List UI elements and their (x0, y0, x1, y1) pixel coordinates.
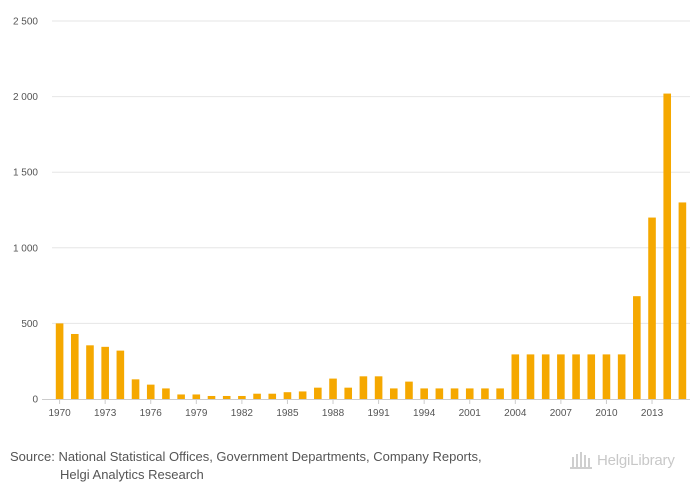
bar-1993 (405, 381, 413, 399)
y-axis-ticks: 0 500 1 000 1 500 2 000 2 500 (13, 17, 38, 406)
x-axis-ticks: 1970 1973 1976 1979 1982 1985 1988 1991 1994 2001… (48, 399, 664, 419)
x-tick-label: 1985 (276, 408, 299, 419)
bar-1974 (116, 350, 125, 399)
x-tick-label: 1988 (322, 408, 345, 419)
x-tick-label: 1973 (94, 408, 117, 419)
bar-1989 (344, 387, 353, 399)
bar-2015 (678, 202, 687, 399)
bar-1985 (283, 392, 292, 399)
x-tick-label: 1982 (231, 408, 254, 419)
bar-2013 (648, 217, 656, 399)
x-tick-label: 2004 (504, 408, 527, 419)
bar-1979 (192, 394, 201, 399)
bar-1978 (177, 394, 185, 399)
source-line-2: Helgi Analytics Research (60, 467, 204, 482)
bar-2014 (663, 93, 672, 400)
bar-2000 (450, 388, 459, 399)
bar-1987 (314, 387, 322, 399)
x-tick-label: 1979 (185, 408, 208, 419)
source-line-1: National Statistical Offices, Government… (58, 449, 482, 464)
bar-2006 (541, 354, 550, 399)
bar-1984 (268, 393, 277, 399)
bar-1981 (222, 395, 231, 399)
bar-1975 (131, 379, 140, 399)
bar-1994 (420, 388, 428, 399)
bar-1992 (389, 388, 398, 399)
y-tick-label: 500 (21, 319, 38, 330)
x-tick-label: 2001 (459, 408, 482, 419)
y-tick-label: 2 000 (13, 92, 38, 103)
x-tick-label: 2013 (641, 408, 664, 419)
bar-1970 (55, 323, 64, 399)
bar-1986 (298, 391, 307, 399)
source-note: Source: National Statistical Offices, Go… (10, 448, 550, 484)
bar-1983 (253, 393, 261, 399)
y-tick-label: 1 500 (13, 168, 38, 179)
bar-2008 (572, 354, 580, 399)
bar-1976 (146, 384, 155, 399)
bar-1995 (435, 388, 444, 399)
logo-text: HelgiLibrary (597, 451, 675, 469)
bar-2001 (465, 388, 474, 399)
helgi-library-logo: HelgiLibrary (568, 448, 692, 472)
y-tick-label: 0 (32, 395, 38, 406)
bar-1982 (238, 395, 246, 399)
bar-1980 (207, 395, 216, 399)
bars (55, 93, 687, 400)
x-tick-label: 1994 (413, 408, 436, 419)
x-tick-label: 1970 (48, 408, 71, 419)
bar-1977 (162, 388, 170, 399)
library-building-icon (570, 452, 592, 469)
bar-1973 (101, 346, 109, 399)
bar-2005 (526, 354, 535, 399)
y-tick-label: 1 000 (13, 243, 38, 254)
x-tick-label: 2007 (550, 408, 573, 419)
bar-2011 (617, 354, 626, 399)
bar-2012 (633, 296, 641, 399)
bar-2002 (481, 388, 489, 399)
bar-2004 (511, 354, 520, 399)
bar-1991 (374, 376, 383, 399)
bar-1990 (359, 376, 368, 399)
grid-lines (52, 20, 690, 324)
bar-2010 (602, 354, 611, 399)
y-tick-label: 2 500 (13, 17, 38, 28)
bar-2009 (587, 354, 596, 399)
source-label: Source: (10, 449, 55, 464)
bar-1972 (86, 345, 94, 399)
bar-1988 (329, 378, 337, 399)
x-tick-label: 2010 (595, 408, 618, 419)
bar-1971 (70, 333, 79, 399)
x-tick-label: 1991 (367, 408, 390, 419)
x-tick-label: 1976 (140, 408, 163, 419)
bar-2007 (557, 354, 565, 399)
bar-2003 (496, 388, 504, 399)
